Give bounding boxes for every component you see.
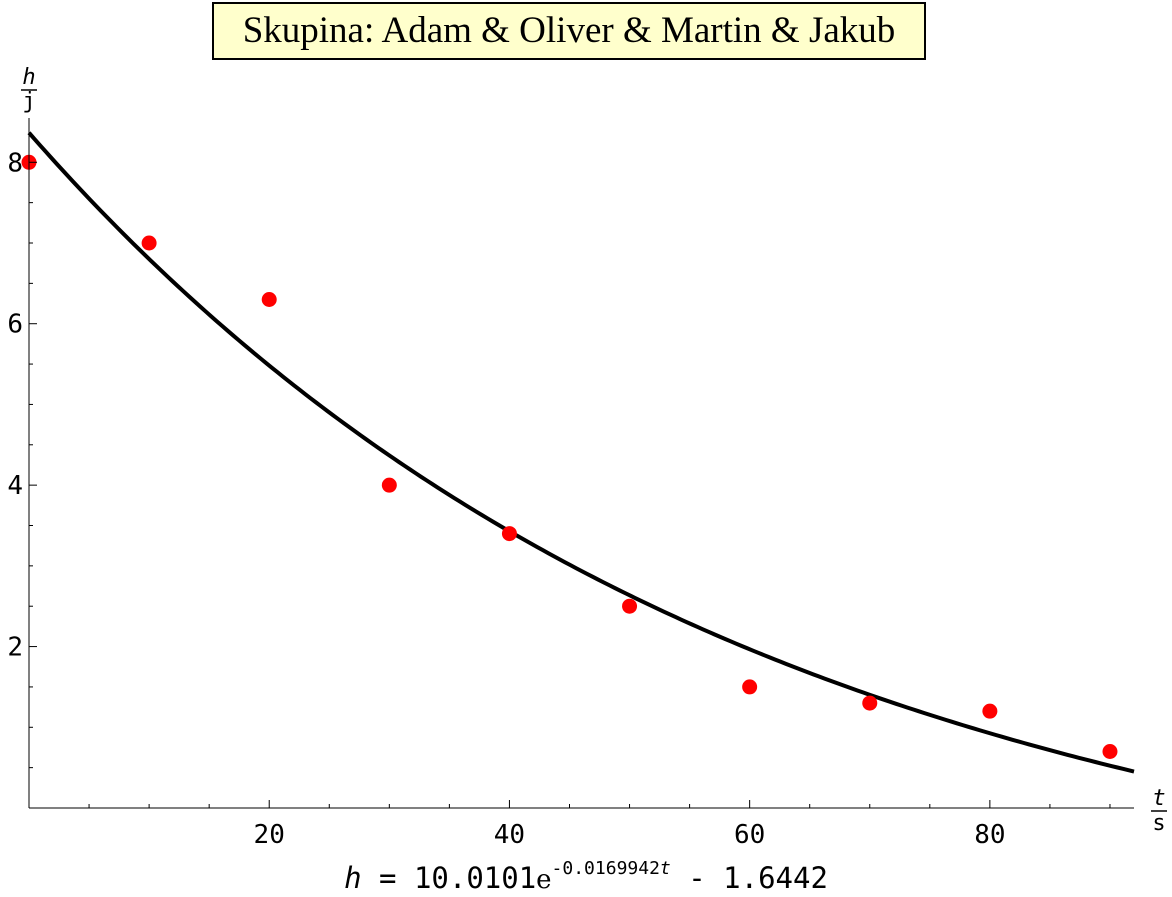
data-point bbox=[501, 526, 517, 542]
y-tick-label: 6 bbox=[7, 310, 23, 340]
x-tick-label: 20 bbox=[254, 820, 285, 850]
x-tick-label: 40 bbox=[494, 820, 525, 850]
ticks bbox=[29, 161, 1111, 808]
data-point bbox=[1102, 744, 1118, 759]
fit-curve-layer bbox=[27, 131, 1135, 774]
data-point bbox=[862, 695, 878, 711]
axes bbox=[28, 118, 1134, 809]
y-tick-label: 2 bbox=[7, 633, 23, 663]
fit-formula: h = 10.0101e-0.0169942t - 1.6442 bbox=[0, 858, 1172, 895]
y-axis-label-denominator: j bbox=[22, 89, 35, 114]
x-axis-label: t s bbox=[1151, 786, 1167, 836]
data-point bbox=[982, 703, 998, 719]
y-tick-label: 4 bbox=[7, 471, 23, 501]
chart-title: Skupina: Adam & Oliver & Martin & Jakub bbox=[212, 2, 926, 60]
formula-lhs: h bbox=[344, 861, 362, 895]
y-axis-label-numerator: h bbox=[22, 65, 35, 90]
data-point bbox=[381, 477, 397, 493]
y-tick-label: 8 bbox=[7, 148, 23, 178]
data-point bbox=[261, 292, 277, 307]
formula-equals: = bbox=[379, 861, 397, 895]
x-axis-label-denominator: s bbox=[1152, 811, 1165, 836]
x-tick-label: 80 bbox=[974, 820, 1005, 850]
y-axis-label: h j bbox=[21, 65, 37, 114]
x-tick-label: 60 bbox=[734, 820, 765, 850]
formula-exponent: -0.0169942t bbox=[552, 858, 671, 879]
formula-exponent-value: -0.0169942 bbox=[551, 858, 660, 879]
data-point bbox=[622, 598, 638, 614]
data-point bbox=[141, 235, 157, 251]
data-point bbox=[742, 679, 758, 695]
formula-coefficient: 10.0101 bbox=[413, 861, 537, 895]
data-points-layer bbox=[21, 154, 1118, 759]
fit-curve bbox=[27, 131, 1135, 774]
x-axis-label-numerator: t bbox=[1152, 786, 1165, 811]
formula-exp-base: e bbox=[536, 865, 552, 895]
tick-labels: 20 40 60 80 2 4 6 8 bbox=[7, 148, 1005, 850]
formula-constant: - 1.6442 bbox=[688, 861, 828, 895]
formula-exponent-var: t bbox=[659, 858, 671, 879]
